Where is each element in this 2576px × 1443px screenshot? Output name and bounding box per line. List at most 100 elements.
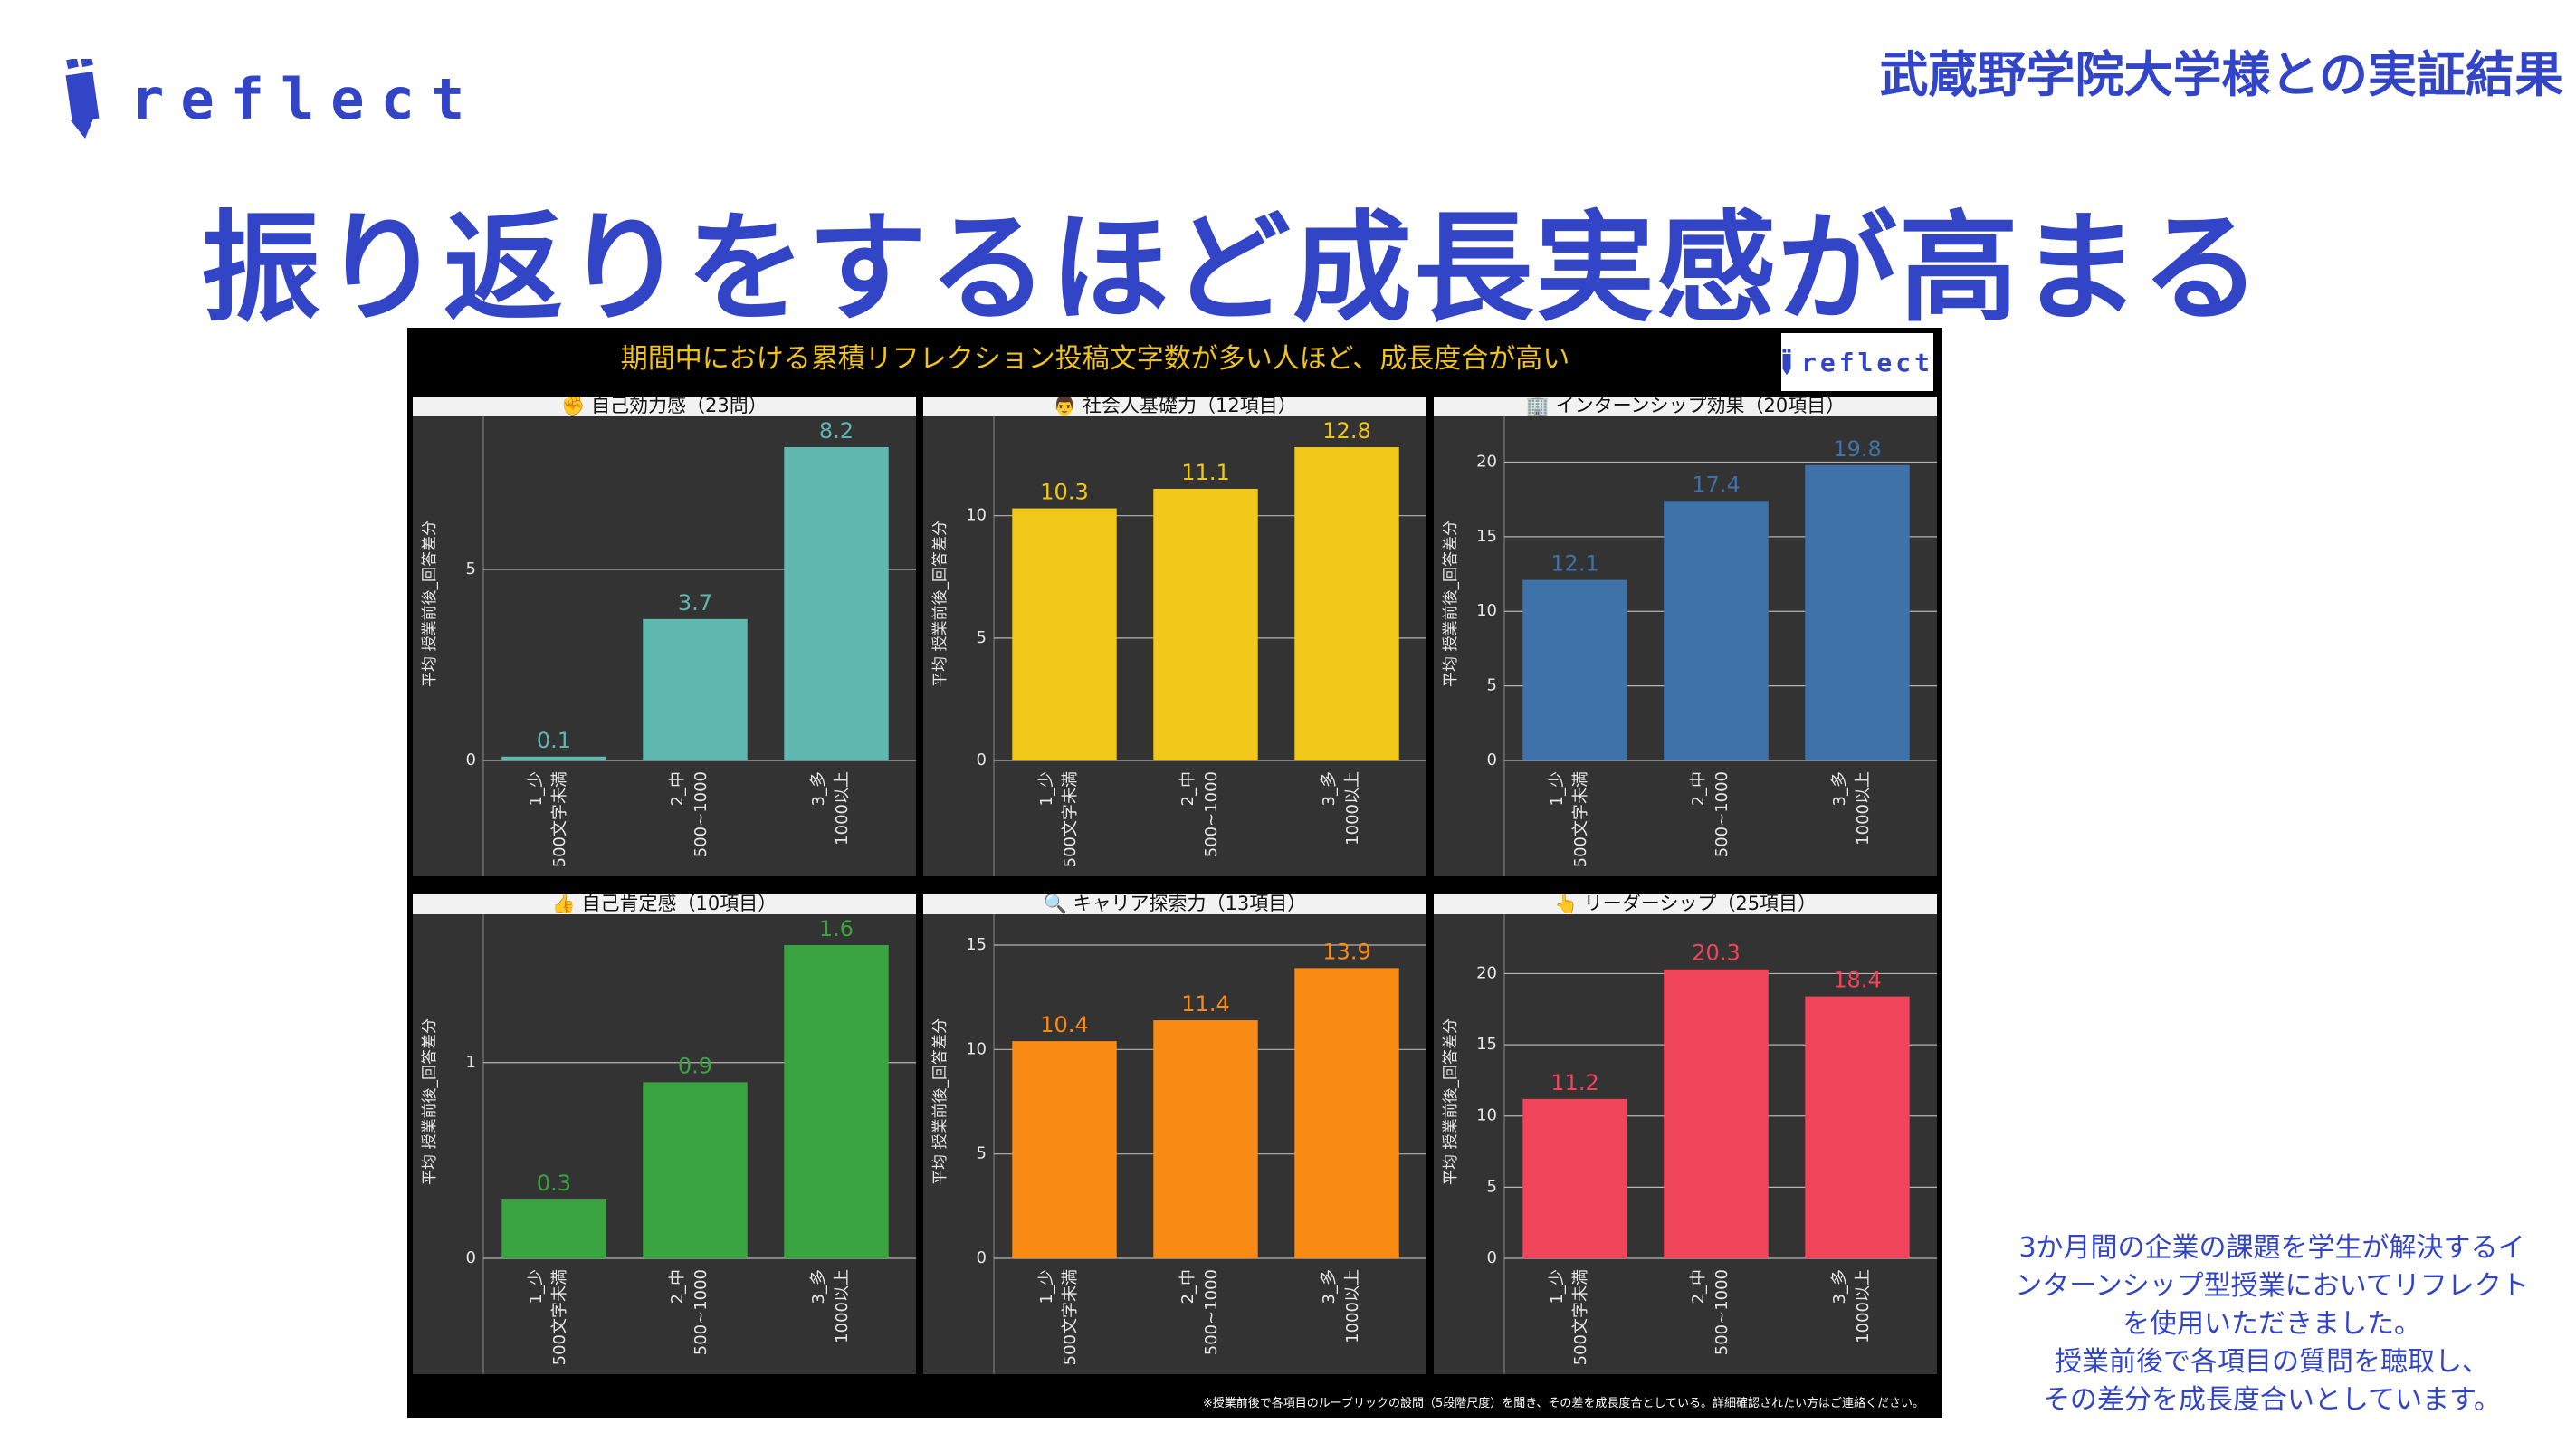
x-tick-label: 2_中 — [1689, 1269, 1708, 1304]
x-tick-label: 3_多 — [1830, 1269, 1849, 1304]
bar — [1012, 1041, 1117, 1258]
page-title: 振り返りをするほど成長実感が高まる — [201, 199, 2263, 339]
chart-title-bar — [1434, 397, 1937, 416]
y-axis-label: 平均 授業前後_回答差分 — [931, 1018, 949, 1185]
bar — [1294, 968, 1399, 1258]
bar-value-label: 18.4 — [1833, 968, 1881, 993]
y-tick-label: 5 — [466, 559, 476, 578]
y-tick-label: 0 — [466, 1248, 476, 1267]
y-tick-label: 5 — [1487, 1177, 1497, 1196]
chart-panel-career-exploration: 🔍 キャリア探索力（13項目） 0 5 10 15 平均 授業前後_回答差分 10.4 1_少… — [923, 894, 1426, 1374]
x-tick-label: 500文字未満 — [550, 1269, 569, 1365]
y-tick-label: 10 — [966, 1039, 987, 1058]
side-note: 3か月間の企業の課題を学生が解決するイ ンターンシップ型授業においてリフレクト … — [1973, 1229, 2571, 1419]
bar — [1153, 488, 1258, 760]
x-tick-label: 3_多 — [809, 771, 828, 806]
y-tick-label: 15 — [1476, 527, 1497, 546]
x-tick-label: 1000以上 — [833, 771, 852, 846]
chart-title: ✊ 自己効力感（23問） — [561, 397, 768, 417]
chart-title: 🔍 キャリア探索力（13項目） — [1044, 894, 1307, 914]
y-tick-label: 10 — [966, 506, 987, 525]
dashboard: 期間中における累積リフレクション投稿文字数が多い人ほど、成長度合が高い refl… — [407, 328, 1942, 1418]
x-tick-label: 1000以上 — [1854, 771, 1873, 846]
chart-title: 👨 社会人基礎力（12項目） — [1053, 397, 1297, 416]
y-tick-label: 0 — [466, 750, 476, 769]
brand-name: reflect — [130, 66, 482, 132]
bar-value-label: 11.2 — [1550, 1070, 1598, 1095]
x-tick-label: 500~1000 — [1202, 1269, 1221, 1355]
bar — [1664, 969, 1769, 1258]
chart-panel-self-esteem: 👍 自己肯定感（10項目） 0 1 平均 授業前後_回答差分 0.3 1_少 500文字未満… — [413, 894, 916, 1374]
bar — [784, 447, 889, 760]
bar — [1522, 1098, 1627, 1258]
x-tick-label: 500文字未満 — [1061, 1269, 1080, 1365]
bar-value-label: 19.8 — [1833, 436, 1881, 462]
chart-panel-leadership: 👆 リーダーシップ（25項目） 0 5 10 15 20 平均 授業前後_回答差分 11.2 1… — [1434, 894, 1937, 1374]
y-axis-label: 平均 授業前後_回答差分 — [931, 521, 949, 687]
bar — [501, 1199, 606, 1258]
x-tick-label: 3_多 — [1320, 1269, 1339, 1304]
y-tick-label: 1 — [466, 1053, 476, 1072]
bar-value-label: 11.4 — [1181, 991, 1229, 1017]
chart-title-bar — [1434, 894, 1937, 914]
bar-value-label: 0.1 — [537, 728, 571, 753]
chart-title: 👍 自己肯定感（10項目） — [552, 894, 778, 914]
bar-value-label: 10.3 — [1040, 480, 1088, 505]
y-tick-label: 15 — [966, 935, 987, 954]
x-tick-label: 500文字未満 — [1571, 1269, 1590, 1365]
bar-value-label: 12.1 — [1550, 551, 1598, 577]
corner-title: 武蔵野学院大学様との実証結果 — [1879, 46, 2563, 103]
x-tick-label: 1000以上 — [1343, 771, 1362, 846]
y-tick-label: 5 — [977, 628, 987, 647]
y-axis-label: 平均 授業前後_回答差分 — [1442, 1018, 1460, 1185]
brand-logo: reflect — [63, 56, 481, 142]
bar — [1294, 447, 1399, 760]
x-tick-label: 500~1000 — [692, 1269, 711, 1355]
chart-panel-self-efficacy: ✊ 自己効力感（23問） 0 5 平均 授業前後_回答差分 0.1 1_少 500文字未満 3… — [413, 397, 916, 876]
note-line: ンターンシップ型授業においてリフレクト — [2015, 1270, 2529, 1302]
bar-value-label: 20.3 — [1692, 941, 1740, 966]
bar-value-label: 11.1 — [1181, 460, 1229, 485]
note-line: 授業前後で各項目の質問を聴取し、 — [2055, 1346, 2489, 1378]
bar — [784, 945, 889, 1258]
x-tick-label: 500~1000 — [1202, 771, 1221, 857]
y-tick-label: 0 — [1487, 1248, 1497, 1267]
bar — [1012, 508, 1117, 760]
x-tick-label: 2_中 — [668, 771, 687, 806]
y-tick-label: 5 — [977, 1144, 987, 1163]
chart-title: 👆 リーダーシップ（25項目） — [1554, 894, 1817, 914]
bar — [1153, 1020, 1258, 1258]
bar-value-label: 3.7 — [678, 590, 712, 616]
y-tick-label: 5 — [1487, 676, 1497, 695]
x-tick-label: 1_少 — [1037, 771, 1056, 806]
x-tick-label: 1000以上 — [833, 1269, 852, 1343]
dashboard-logo: reflect — [1781, 333, 1933, 391]
y-tick-label: 0 — [977, 1248, 987, 1267]
x-tick-label: 2_中 — [1178, 1269, 1197, 1304]
note-line: 3か月間の企業の課題を学生が解決するイ — [2018, 1232, 2525, 1264]
bar-value-label: 0.9 — [678, 1053, 712, 1078]
chart-title: 🏢 インターンシップ効果（20項目） — [1526, 397, 1846, 416]
x-tick-label: 1000以上 — [1343, 1269, 1362, 1343]
y-tick-label: 0 — [977, 750, 987, 769]
x-tick-label: 2_中 — [1689, 771, 1708, 806]
bar-value-label: 1.6 — [819, 916, 854, 941]
x-tick-label: 500~1000 — [692, 771, 711, 857]
dashboard-logo-text: reflect — [1800, 347, 1933, 377]
chart-title-bar — [923, 894, 1426, 914]
y-tick-label: 20 — [1476, 452, 1497, 471]
bar — [1522, 579, 1627, 760]
chart-title-bar — [413, 397, 916, 416]
dashboard-footnote: ※授業前後で各項目のルーブリックの設問（5段階尺度）を聞き、その差を成長度合とし… — [1202, 1397, 1924, 1410]
chart-panel-social-skills: 👨 社会人基礎力（12項目） 0 5 10 平均 授業前後_回答差分 10.3 1_少 500… — [923, 397, 1426, 876]
x-tick-label: 1_少 — [1037, 1269, 1056, 1304]
x-tick-label: 1_少 — [1548, 1269, 1567, 1304]
chart-panel-internship-effect: 🏢 インターンシップ効果（20項目） 0 5 10 15 20 平均 授業前後_回答差分 12… — [1434, 397, 1937, 876]
bar-value-label: 17.4 — [1692, 472, 1740, 497]
pencil-logo-icon — [65, 58, 100, 139]
bar-value-label: 8.2 — [819, 418, 854, 444]
y-axis-label: 平均 授業前後_回答差分 — [1442, 521, 1460, 687]
x-tick-label: 3_多 — [1830, 771, 1849, 806]
x-tick-label: 500~1000 — [1713, 771, 1732, 857]
x-tick-label: 3_多 — [1320, 771, 1339, 806]
